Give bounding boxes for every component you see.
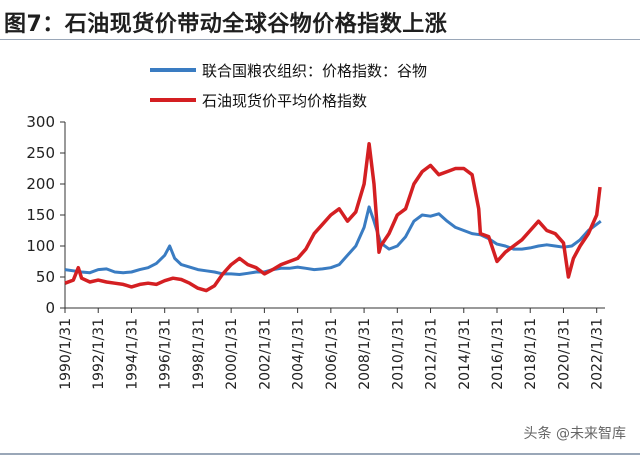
x-tick-label: 2002/1/31 bbox=[257, 318, 273, 390]
x-tick-label: 2022/1/31 bbox=[590, 318, 606, 390]
x-tick-label: 2010/1/31 bbox=[390, 318, 406, 390]
x-tick-label: 2014/1/31 bbox=[457, 318, 473, 390]
legend: 联合国粮农组织：价格指数：谷物 石油现货价平均价格指数 bbox=[150, 62, 427, 110]
legend-label-grain: 联合国粮农组织：价格指数：谷物 bbox=[202, 62, 427, 80]
title-bar: 图7：石油现货价带动全球谷物价格指数上涨 bbox=[0, 0, 640, 40]
watermark-text: 头条 @未来智库 bbox=[523, 426, 626, 442]
series-lines bbox=[64, 141, 602, 293]
legend-label-oil: 石油现货价平均价格指数 bbox=[202, 92, 367, 110]
watermark: 头条 @未来智库 bbox=[524, 423, 626, 443]
x-tick-label: 1996/1/31 bbox=[158, 318, 174, 390]
y-tick-label: 150 bbox=[26, 206, 55, 224]
x-tick-label: 2006/1/31 bbox=[324, 318, 340, 390]
x-tick-label: 2012/1/31 bbox=[424, 318, 440, 390]
x-tick-label: 2004/1/31 bbox=[291, 318, 307, 390]
x-tick-label: 1990/1/31 bbox=[58, 318, 74, 390]
y-axis-ticks: 0 50 100 150 200 250 300 bbox=[26, 113, 65, 317]
x-tick-label: 2008/1/31 bbox=[357, 318, 373, 390]
y-tick-label: 50 bbox=[36, 268, 55, 286]
bottom-divider bbox=[0, 453, 640, 455]
x-tick-label: 1994/1/31 bbox=[124, 318, 140, 390]
x-tick-label: 2016/1/31 bbox=[490, 318, 506, 390]
y-tick-label: 200 bbox=[26, 175, 55, 193]
x-axis-ticks: 1990/1/31 1992/1/31 1994/1/31 1996/1/31 1998… bbox=[58, 308, 606, 390]
y-tick-label: 0 bbox=[45, 299, 55, 317]
x-tick-label: 2018/1/31 bbox=[523, 318, 539, 390]
x-tick-label: 1992/1/31 bbox=[91, 318, 107, 390]
x-tick-label: 1998/1/31 bbox=[191, 318, 207, 390]
series-line-oil-price bbox=[64, 141, 602, 293]
y-tick-label: 100 bbox=[26, 237, 55, 255]
axes bbox=[64, 122, 605, 309]
x-tick-label: 2000/1/31 bbox=[224, 318, 240, 390]
page-title: 图7：石油现货价带动全球谷物价格指数上涨 bbox=[4, 12, 448, 37]
x-tick-label: 2020/1/31 bbox=[556, 318, 572, 390]
y-tick-label: 300 bbox=[26, 113, 55, 131]
line-chart: 联合国粮农组织：价格指数：谷物 石油现货价平均价格指数 0 50 100 150 200… bbox=[26, 62, 606, 390]
y-tick-label: 250 bbox=[26, 144, 55, 162]
